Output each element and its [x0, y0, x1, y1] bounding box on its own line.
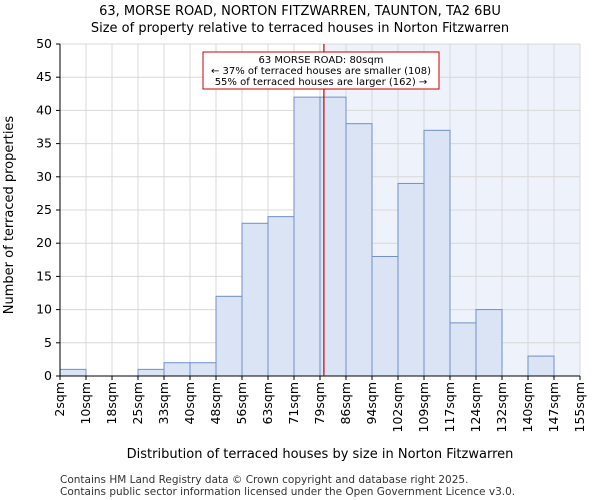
- x-tick-label: 86sqm: [338, 382, 353, 425]
- y-tick-label: 35: [36, 136, 52, 151]
- annotation-line1: 63 MORSE ROAD: 80sqm: [259, 55, 384, 66]
- bar-109sqm: [423, 129, 451, 377]
- bar-40sqm: [189, 362, 217, 377]
- bar-2sqm: [59, 368, 87, 377]
- bar-71sqm: [293, 96, 321, 377]
- x-tick-label: 124sqm: [468, 382, 483, 432]
- x-tick-label: 94sqm: [364, 382, 379, 425]
- bar-117sqm: [449, 322, 477, 377]
- x-tick-label: 79sqm: [312, 382, 327, 425]
- x-tick-label: 56sqm: [234, 382, 249, 425]
- bar-140sqm: [527, 355, 555, 377]
- bar-56sqm: [241, 222, 269, 377]
- x-tick-label: 71sqm: [286, 382, 301, 425]
- y-axis-label: Number of terraced properties: [2, 116, 17, 315]
- annotation-line3: 55% of terraced houses are larger (162) …: [215, 77, 428, 88]
- chart-title-line2: Size of property relative to terraced ho…: [91, 21, 509, 36]
- y-tick-label: 25: [36, 202, 52, 217]
- bar-124sqm: [475, 309, 503, 377]
- y-tick-label: 40: [36, 102, 52, 117]
- x-tick-label: 10sqm: [78, 382, 93, 425]
- chart-title-line1: 63, MORSE ROAD, NORTON FITZWARREN, TAUNT…: [99, 4, 501, 19]
- plot-area: 0 5 10 15 20 25 30 35 40 45 50 2sqm 10sqm 18sqm 25sqm 3…: [36, 36, 587, 432]
- x-tick-label: 2sqm: [52, 382, 67, 417]
- y-tick-label: 30: [36, 169, 52, 184]
- x-tick-label: 48sqm: [208, 382, 223, 425]
- bar-94sqm: [371, 255, 399, 377]
- bar-48sqm: [215, 295, 243, 377]
- footer-line1: Contains HM Land Registry data © Crown c…: [60, 474, 468, 486]
- x-tick-label: 102sqm: [390, 382, 405, 432]
- x-tick-label: 132sqm: [494, 382, 509, 432]
- bar-102sqm: [397, 182, 425, 377]
- y-tick-label: 50: [36, 36, 52, 51]
- annotation-box: [202, 51, 440, 90]
- bar-25sqm: [137, 368, 165, 377]
- x-tick-label: 155sqm: [572, 382, 587, 432]
- bar-86sqm: [345, 123, 373, 377]
- x-tick-label: 25sqm: [130, 382, 145, 425]
- y-tick-label: 20: [36, 235, 52, 250]
- y-tick-label: 5: [44, 335, 52, 350]
- y-tick-label: 0: [44, 368, 52, 383]
- bar-33sqm: [163, 362, 191, 377]
- x-tick-label: 147sqm: [546, 382, 561, 432]
- x-tick-label: 140sqm: [520, 382, 535, 432]
- x-tick-label: 109sqm: [416, 382, 431, 432]
- y-tick-label: 45: [36, 69, 52, 84]
- x-tick-label: 40sqm: [182, 382, 197, 425]
- bar-63sqm: [267, 216, 295, 377]
- x-axis-label: Distribution of terraced houses by size …: [127, 447, 514, 462]
- y-tick-label: 10: [36, 302, 52, 317]
- y-tick-label: 15: [36, 268, 52, 283]
- annotation-line2: ← 37% of terraced houses are smaller (10…: [211, 66, 431, 77]
- x-tick-label: 117sqm: [442, 382, 457, 432]
- x-tick-label: 63sqm: [260, 382, 275, 425]
- x-tick-label: 33sqm: [156, 382, 171, 425]
- x-tick-label: 18sqm: [104, 382, 119, 425]
- footer-line2: Contains public sector information licen…: [60, 486, 515, 498]
